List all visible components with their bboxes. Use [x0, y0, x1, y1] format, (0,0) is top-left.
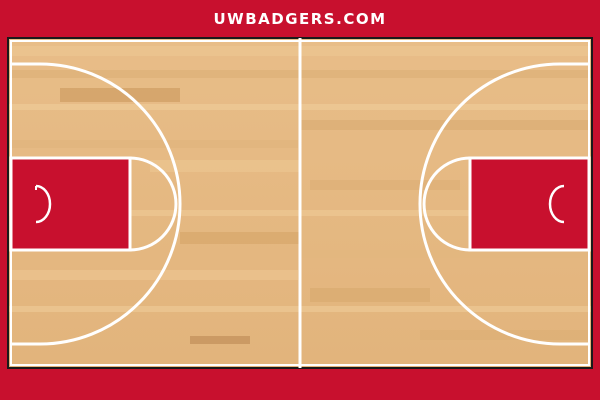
three-point-arc-right — [418, 62, 589, 346]
free-throw-circle-right — [422, 156, 471, 252]
paint-left — [9, 156, 132, 252]
hoop-left — [35, 184, 52, 224]
three-point-arc-left — [11, 62, 182, 346]
paint-right — [468, 156, 591, 252]
site-brand: UWBADGERS.COM — [213, 10, 387, 28]
site-header: UWBADGERS.COM — [0, 0, 600, 36]
hoop-right — [548, 184, 565, 224]
free-throw-circle-left — [129, 156, 178, 252]
